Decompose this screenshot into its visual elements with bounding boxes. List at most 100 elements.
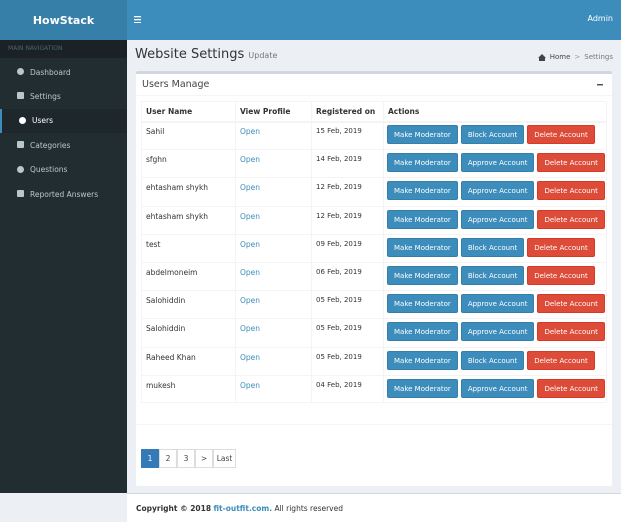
registered-date: 12 Feb, 2019 xyxy=(316,211,362,220)
profile-link[interactable]: Open xyxy=(240,155,261,165)
nav-item[interactable]: Reported Answers xyxy=(0,182,127,206)
footer-link[interactable]: fit-outfit.com. xyxy=(213,504,273,513)
profile-link[interactable]: Open xyxy=(240,296,261,306)
user-name: Sahil xyxy=(146,127,165,136)
nav-icon xyxy=(17,190,24,197)
collapse-button[interactable] xyxy=(597,84,603,86)
column-header: Actions xyxy=(388,107,420,116)
profile-link[interactable]: Open xyxy=(240,183,261,193)
action-button[interactable]: Delete Account xyxy=(527,350,595,370)
column-divider xyxy=(235,101,236,403)
nav-item[interactable]: Dashboard xyxy=(0,60,127,84)
action-button[interactable]: Delete Account xyxy=(537,181,605,201)
profile-link[interactable]: Open xyxy=(240,239,261,249)
nav-icon xyxy=(17,92,24,100)
user-name: ehtasham shykh xyxy=(146,183,209,193)
column-divider xyxy=(311,101,312,403)
action-button[interactable]: Make Moderator xyxy=(387,153,458,173)
row-rule xyxy=(141,205,607,207)
sidebar: MAIN NAVIGATION Dashboard Settings Users Ca… xyxy=(0,40,127,493)
actions: Make Moderator Approve Account Delete Acco… xyxy=(387,294,608,314)
page-link[interactable]: > xyxy=(195,449,213,468)
profile-link[interactable]: Open xyxy=(240,268,261,277)
action-button[interactable]: Delete Account xyxy=(537,378,605,398)
actions: Make Moderator Block Account Delete Accoun… xyxy=(387,350,598,370)
action-button[interactable]: Delete Account xyxy=(527,125,595,144)
footer: Copyright © 2018 fit-outfit.com. All rig… xyxy=(127,493,621,522)
profile-link[interactable]: Open xyxy=(240,127,261,136)
action-button[interactable]: Block Account xyxy=(460,237,525,257)
action-button[interactable]: Make Moderator xyxy=(387,350,458,370)
nav-icon xyxy=(17,141,24,149)
action-button[interactable]: Block Account xyxy=(460,266,525,285)
action-button[interactable]: Approve Account xyxy=(460,294,535,314)
nav-item[interactable]: Users xyxy=(0,108,127,133)
registered-date: 06 Feb, 2019 xyxy=(316,268,362,276)
user-name: abdelmoneim xyxy=(146,268,198,277)
action-button[interactable]: Make Moderator xyxy=(387,266,458,285)
nav-item[interactable]: Categories xyxy=(0,133,127,157)
nav-item[interactable]: Questions xyxy=(0,158,127,182)
profile-link[interactable]: Open xyxy=(240,324,261,334)
logo[interactable]: HowStack xyxy=(0,0,127,40)
breadcrumb: Home > Settings xyxy=(537,53,613,61)
crumb[interactable]: Home xyxy=(549,53,571,61)
row-rule xyxy=(141,177,607,179)
action-button[interactable]: Approve Account xyxy=(460,181,535,201)
action-button[interactable]: Make Moderator xyxy=(387,209,458,229)
actions: Make Moderator Block Account Delete Accoun… xyxy=(387,237,598,257)
nav-icon xyxy=(17,68,24,75)
user-name: Raheed Khan xyxy=(146,352,196,362)
actions: Make Moderator Approve Account Delete Acco… xyxy=(387,181,608,201)
box-rule xyxy=(136,424,612,425)
action-button[interactable]: Make Moderator xyxy=(387,378,458,398)
action-button[interactable]: Block Account xyxy=(460,350,525,370)
action-button[interactable]: Approve Account xyxy=(460,378,535,398)
action-button[interactable]: Make Moderator xyxy=(387,237,458,257)
action-button[interactable]: Delete Account xyxy=(537,209,605,229)
column-divider xyxy=(383,101,384,403)
action-button[interactable]: Approve Account xyxy=(460,153,535,173)
action-button[interactable]: Delete Account xyxy=(537,153,605,173)
column-header: View Profile xyxy=(240,107,291,116)
page-link[interactable]: 2 xyxy=(159,449,177,468)
action-button[interactable]: Delete Account xyxy=(527,237,595,257)
profile-link[interactable]: Open xyxy=(240,380,261,390)
action-button[interactable]: Block Account xyxy=(460,125,525,144)
nav-heading: MAIN NAVIGATION xyxy=(0,40,127,58)
user-name: sfghn xyxy=(146,155,167,165)
action-button[interactable]: Make Moderator xyxy=(387,125,458,144)
page-link[interactable]: 1 xyxy=(141,449,159,468)
row-rule xyxy=(141,346,607,348)
rights: All rights reserved xyxy=(274,504,344,513)
action-button[interactable]: Delete Account xyxy=(537,294,605,314)
row-rule xyxy=(141,290,607,292)
action-button[interactable]: Make Moderator xyxy=(387,322,458,342)
page-link[interactable]: Last xyxy=(213,449,236,468)
row-rule xyxy=(141,318,607,320)
copyright: Copyright © 2018 xyxy=(136,504,212,513)
row-rule xyxy=(141,233,607,235)
nav-item[interactable]: Settings xyxy=(0,84,127,108)
registered-date: 12 Feb, 2019 xyxy=(316,183,362,192)
user-menu[interactable]: Admin xyxy=(587,14,614,23)
action-button[interactable]: Approve Account xyxy=(460,209,535,229)
home-icon xyxy=(537,53,546,61)
user-name: mukesh xyxy=(146,380,176,390)
actions: Make Moderator Approve Account Delete Acco… xyxy=(387,209,608,229)
registered-date: 05 Feb, 2019 xyxy=(316,352,362,361)
menu-toggle[interactable] xyxy=(134,16,142,23)
action-button[interactable]: Make Moderator xyxy=(387,181,458,201)
table-border xyxy=(141,101,607,403)
action-button[interactable]: Approve Account xyxy=(460,322,535,342)
action-button[interactable]: Make Moderator xyxy=(387,294,458,314)
action-button[interactable]: Delete Account xyxy=(537,322,605,342)
subtitle: Update xyxy=(248,51,278,60)
row-rule xyxy=(141,374,607,376)
profile-link[interactable]: Open xyxy=(240,352,261,362)
page-link[interactable]: 3 xyxy=(177,449,195,468)
action-button[interactable]: Delete Account xyxy=(527,266,595,285)
registered-date: 05 Feb, 2019 xyxy=(316,324,362,333)
profile-link[interactable]: Open xyxy=(240,211,261,221)
